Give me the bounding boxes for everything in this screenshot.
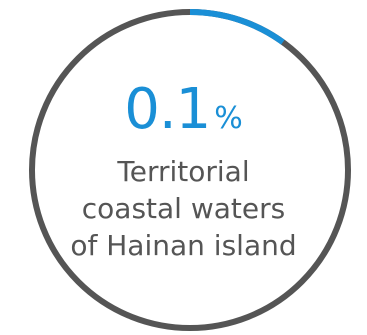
stat-caption: Territorial coastal waters of Hainan isl… [0,153,367,264]
stat-unit: % [214,101,243,136]
stat-number: 0.1 [124,77,211,142]
stat-caption-line: of Hainan island [70,229,297,262]
stat-caption-line: coastal waters [81,192,286,225]
stat-caption-line: Territorial [117,155,250,188]
progress-ring-fill [189,9,285,45]
stat-value: 0.1% [0,82,367,138]
